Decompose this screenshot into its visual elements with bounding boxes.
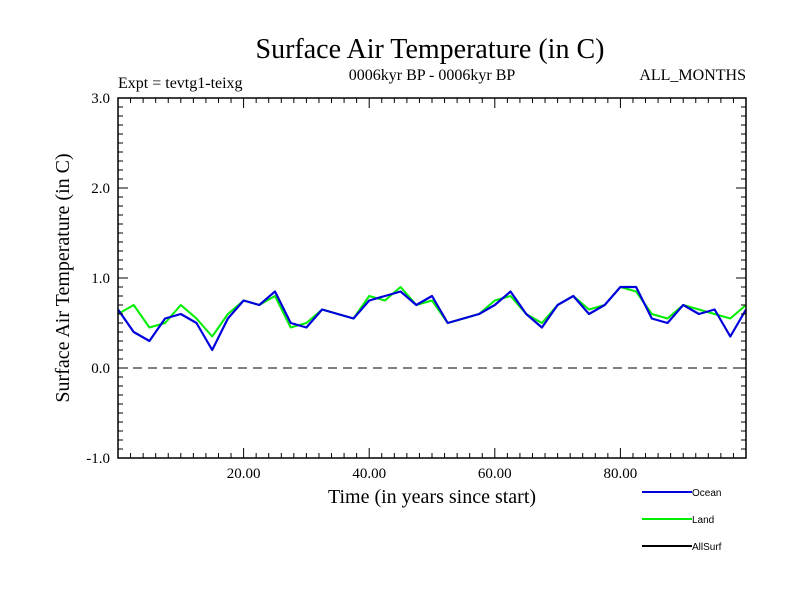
tick-labels-layer: 20.00 40.00 60.00 80.00 -1.0 0.0 1.0 2.0 3.0 (86, 91, 637, 482)
legend-label-ocean: Ocean (692, 488, 721, 499)
y-tick-label: 0.0 (91, 361, 110, 377)
legend-label-land: Land (692, 515, 714, 526)
y-tick-label: 1.0 (91, 271, 110, 287)
legend: Ocean Land AllSurf (642, 488, 722, 553)
chart-title: Surface Air Temperature (in C) (256, 34, 605, 65)
plot-frame (117, 97, 747, 459)
x-tick-label: 20.00 (227, 466, 261, 482)
experiment-label: Expt = tevtg1-teixg (118, 75, 243, 92)
y-axis-label: Surface Air Temperature (in C) (52, 153, 74, 402)
x-tick-label: 40.00 (352, 466, 386, 482)
series-line-ocean (117, 285, 747, 352)
months-label: ALL_MONTHS (639, 67, 746, 84)
period-label: 0006kyr BP - 0006kyr BP (349, 67, 516, 84)
legend-label-allsurf: AllSurf (692, 542, 722, 553)
y-tick-label: 2.0 (91, 181, 110, 197)
y-tick-label: 3.0 (91, 91, 110, 107)
x-tick-label: 60.00 (478, 466, 512, 482)
x-axis-label: Time (in years since start) (328, 486, 536, 508)
series-layer (117, 285, 747, 352)
y-tick-label: -1.0 (86, 451, 110, 467)
ticks-layer (118, 97, 746, 459)
x-tick-label: 80.00 (604, 466, 638, 482)
series-line-land (117, 286, 747, 338)
